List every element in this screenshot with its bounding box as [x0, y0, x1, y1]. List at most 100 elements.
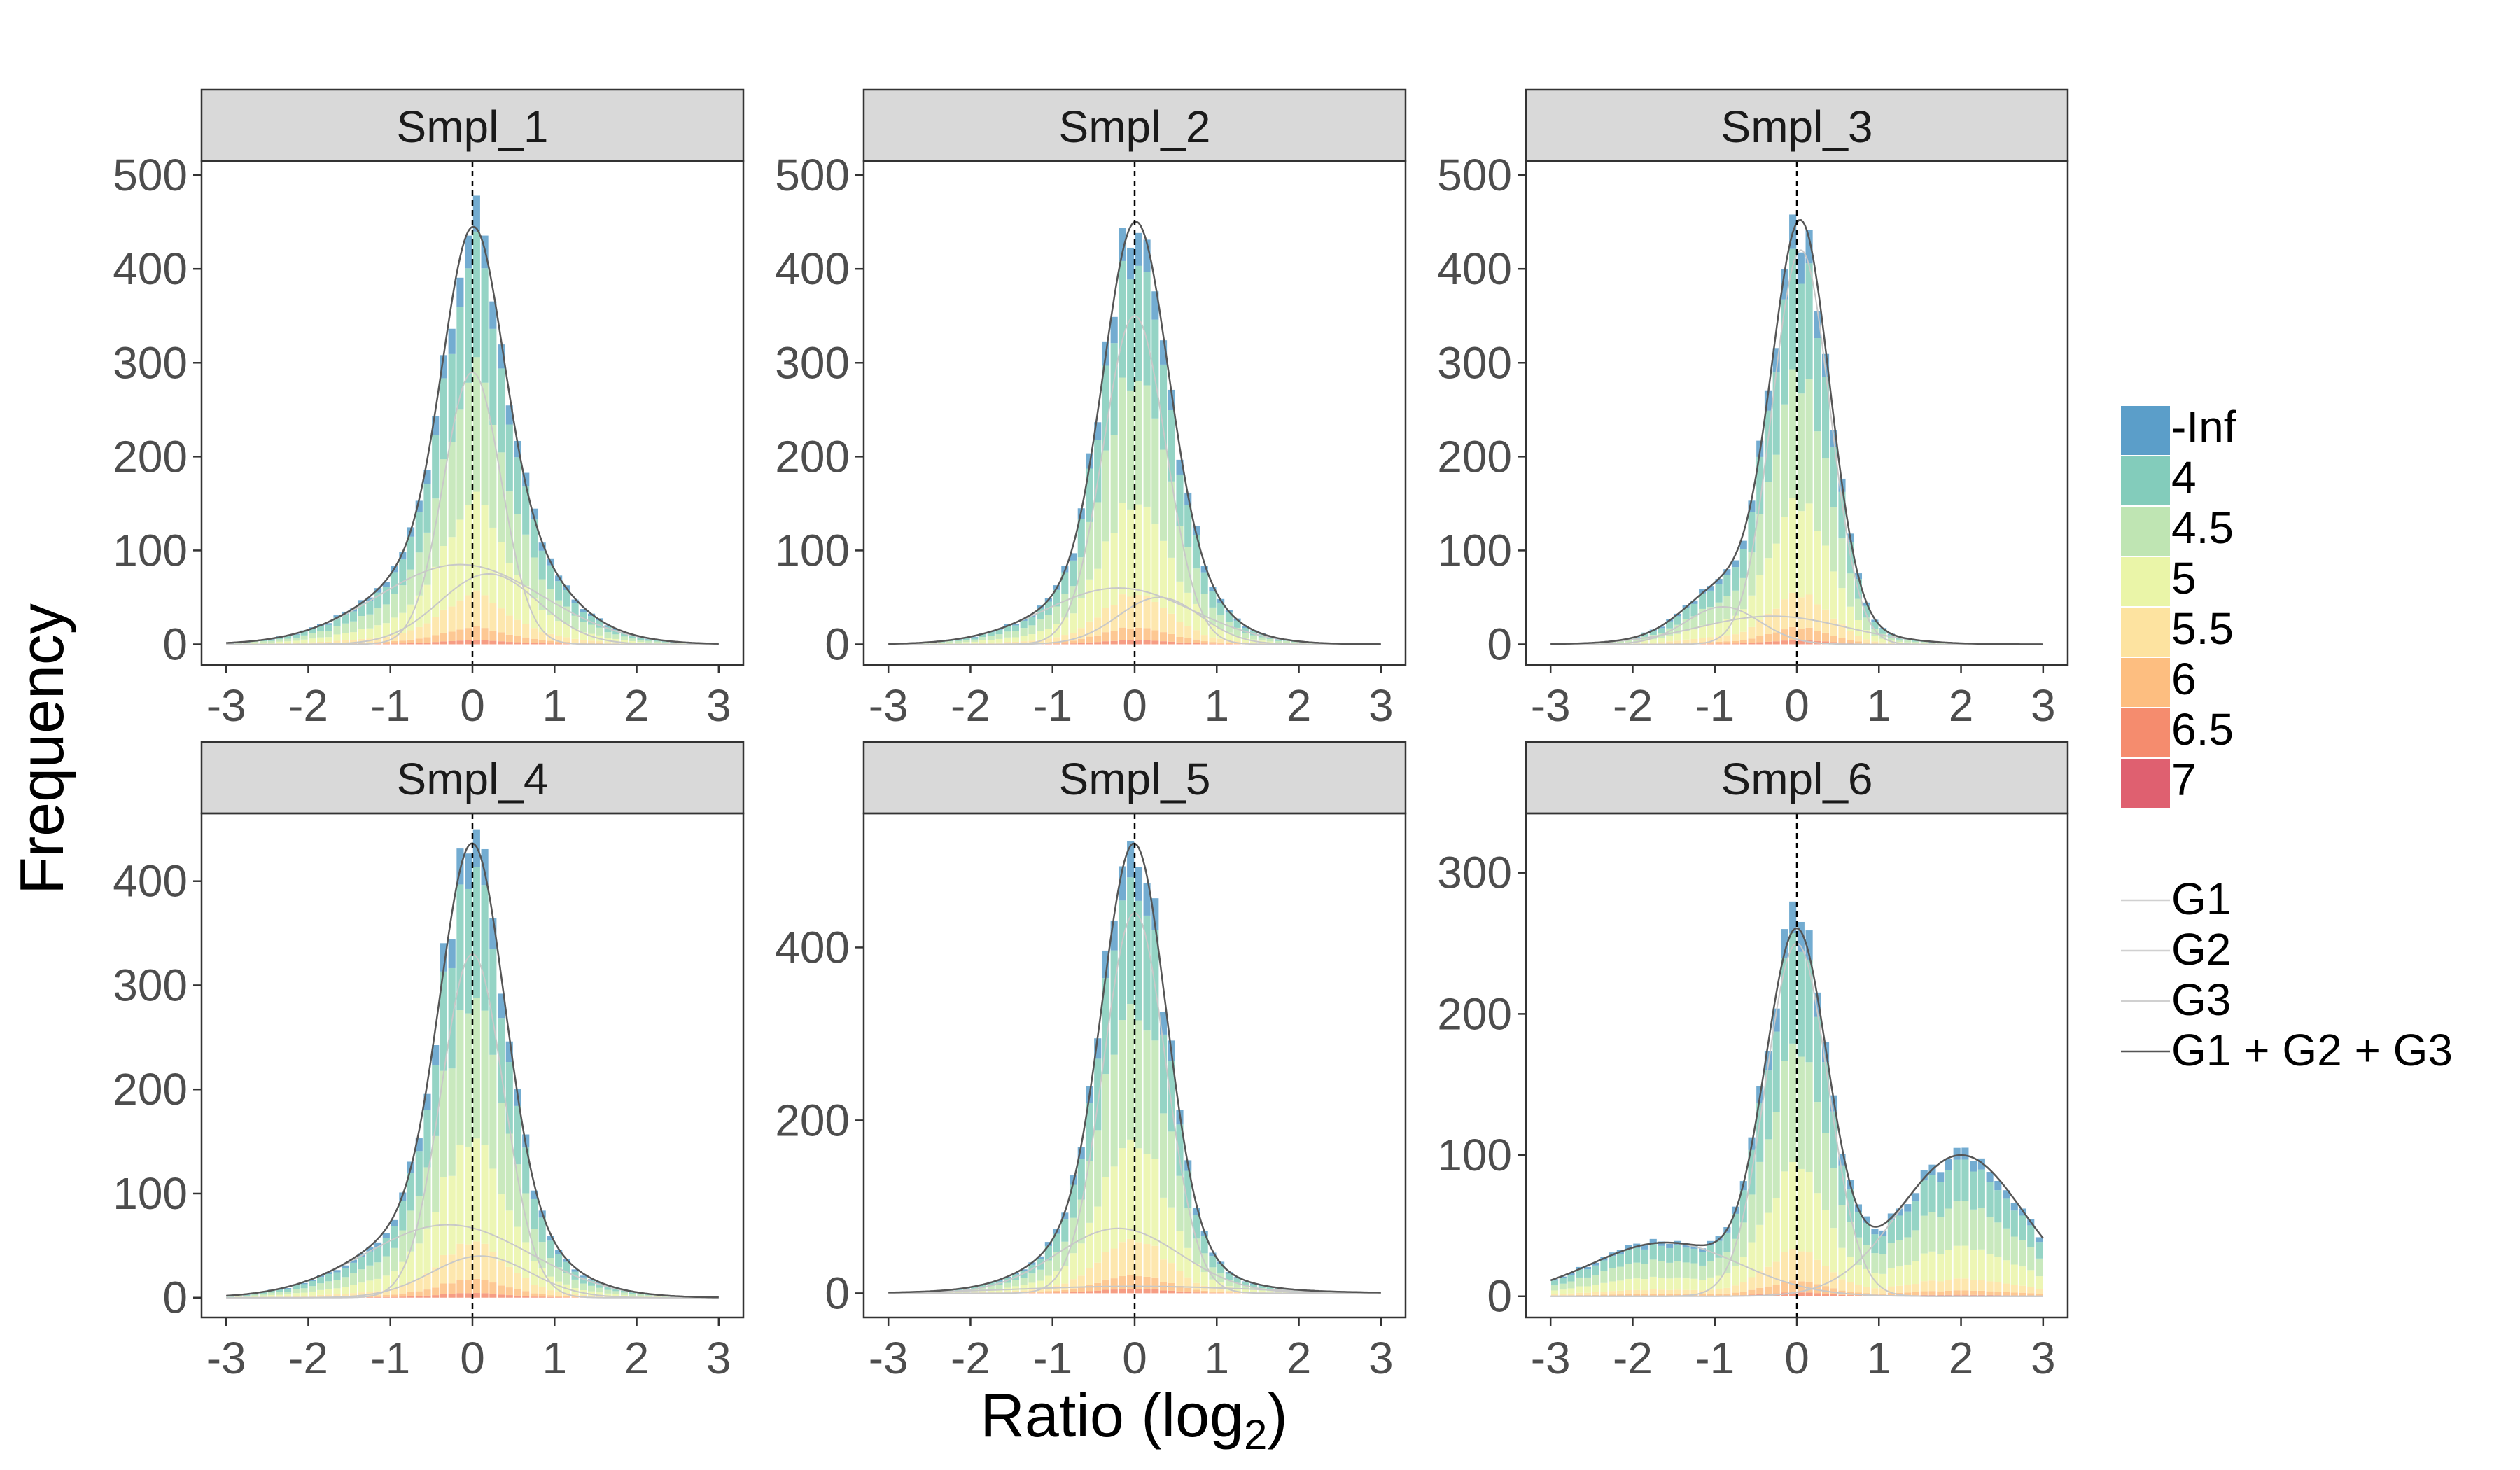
histogram-bar-segment — [1682, 639, 1690, 643]
histogram-bar-segment — [1904, 1237, 1912, 1265]
legend-line-label: G3 — [2171, 974, 2231, 1025]
histogram-bar-segment — [1658, 1278, 1665, 1290]
histogram-bar-segment — [1772, 641, 1780, 645]
histogram-bar-segment — [1044, 1292, 1052, 1294]
histogram-bar-segment — [1077, 643, 1085, 645]
histogram-bar-segment — [1037, 1280, 1044, 1289]
histogram-bar-segment — [1028, 625, 1036, 635]
histogram-bar-segment — [987, 1282, 995, 1286]
histogram-bar-segment — [1953, 1278, 1961, 1291]
histogram-bar-segment — [1592, 1292, 1600, 1295]
histogram-bar-segment — [374, 1295, 382, 1297]
histogram-bar-segment — [481, 268, 489, 383]
histogram-bar-segment — [1258, 1290, 1266, 1293]
histogram-bar-segment — [1086, 1268, 1093, 1285]
histogram-bar-segment — [1740, 1282, 1747, 1292]
histogram-bar-segment — [1707, 643, 1714, 645]
histogram-bar-segment — [662, 641, 669, 643]
histogram-bar-segment — [1847, 640, 1854, 643]
histogram-bar-segment — [399, 559, 407, 586]
histogram-bar-segment — [1053, 1271, 1060, 1286]
histogram-bar-segment — [440, 609, 448, 633]
histogram-bar-segment — [1583, 1277, 1592, 1287]
histogram-bar-segment — [580, 632, 587, 640]
histogram-bar-segment — [1945, 1170, 1953, 1209]
histogram-bar-segment — [1152, 524, 1159, 602]
histogram-bar-segment — [662, 1296, 669, 1297]
histogram-bar-segment — [1119, 1289, 1126, 1294]
x-tick-label: 2 — [1287, 1333, 1312, 1383]
histogram-bar-segment — [1928, 1291, 1936, 1295]
histogram-bar-segment — [1945, 1290, 1953, 1295]
histogram-bar-segment — [1805, 959, 1813, 1063]
histogram-bar-segment — [349, 1273, 358, 1285]
histogram-bar-segment — [432, 1287, 440, 1296]
histogram-bar-segment — [309, 1286, 316, 1292]
histogram-bar-segment — [259, 641, 267, 643]
histogram-bar-segment — [1011, 1280, 1020, 1287]
histogram-bar-segment — [300, 1296, 308, 1297]
histogram-bar-segment — [555, 643, 563, 645]
histogram-bar-segment — [1731, 1213, 1740, 1239]
histogram-bar-segment — [1119, 1148, 1126, 1242]
histogram-bar-segment — [637, 1294, 645, 1296]
histogram-bar-segment — [1920, 642, 1928, 643]
histogram-bar-segment — [1896, 639, 1903, 642]
histogram-bar-segment — [1854, 1295, 1863, 1296]
histogram-bar-segment — [1854, 641, 1863, 644]
histogram-bar-segment — [1731, 643, 1740, 645]
histogram-bar-segment — [555, 1281, 563, 1292]
histogram-bar-segment — [374, 592, 382, 609]
histogram-bar-segment — [1127, 509, 1135, 597]
histogram-bar-segment — [612, 1294, 620, 1296]
histogram-bar-segment — [505, 1133, 513, 1211]
histogram-bar-segment — [1037, 608, 1044, 620]
histogram-bar-segment — [1143, 385, 1151, 507]
histogram-bar-segment — [1266, 1291, 1274, 1293]
histogram-bar-segment — [1871, 636, 1879, 642]
histogram-bar-segment — [1102, 1176, 1110, 1252]
histogram-bar-segment — [514, 1289, 522, 1296]
histogram-bar-segment — [1037, 1256, 1044, 1260]
x-axis-title-subscript: 2 — [1244, 1411, 1267, 1458]
histogram-bar-segment — [1789, 901, 1797, 933]
histogram-bar-segment — [251, 641, 259, 643]
histogram-bar-segment — [448, 328, 456, 354]
mixture-sum-curve — [226, 225, 719, 645]
histogram-bar-segment — [1937, 1254, 1945, 1282]
histogram-bar-segment — [399, 643, 407, 645]
histogram-bar-segment — [374, 1247, 382, 1263]
histogram-bar-segment — [292, 640, 300, 643]
histogram-bar-segment — [366, 1247, 374, 1252]
histogram-bar-segment — [604, 1289, 612, 1294]
histogram-bar-segment — [1871, 629, 1879, 636]
histogram-bar-segment — [1658, 626, 1665, 629]
histogram-bar-segment — [1666, 641, 1674, 644]
histogram-bar-segment — [1658, 1245, 1665, 1261]
x-tick-label: -1 — [370, 1333, 410, 1383]
histogram-bar-segment — [1053, 643, 1060, 645]
histogram-bar-segment — [1961, 1147, 1969, 1160]
histogram-bar-segment — [1854, 1284, 1863, 1293]
x-tick-label: 0 — [1122, 1333, 1147, 1383]
histogram-bar-segment — [465, 382, 472, 505]
histogram-bar-segment — [1871, 1293, 1879, 1296]
histogram-bar-segment — [1805, 627, 1813, 640]
histogram-bar-segment — [995, 634, 1003, 639]
histogram-bar-segment — [300, 1284, 308, 1289]
histogram-bar-segment — [432, 1135, 440, 1212]
histogram-bar-segment — [432, 1212, 440, 1268]
histogram-bar-segment — [1830, 636, 1837, 643]
histogram-bar-segment — [1879, 629, 1887, 634]
histogram-bar-segment — [342, 614, 349, 624]
histogram-bar-segment — [349, 1262, 358, 1274]
histogram-bar-segment — [1242, 1289, 1250, 1292]
histogram-bar-segment — [1168, 1263, 1175, 1283]
histogram-bar-segment — [962, 638, 970, 640]
histogram-bar-segment — [1168, 481, 1175, 558]
histogram-bar-segment — [1690, 600, 1698, 604]
histogram-bar-segment — [1044, 1291, 1052, 1293]
histogram-bar-segment — [1764, 1070, 1772, 1140]
histogram-bar-segment — [1559, 1276, 1567, 1278]
histogram-bar-segment — [1723, 1252, 1731, 1273]
